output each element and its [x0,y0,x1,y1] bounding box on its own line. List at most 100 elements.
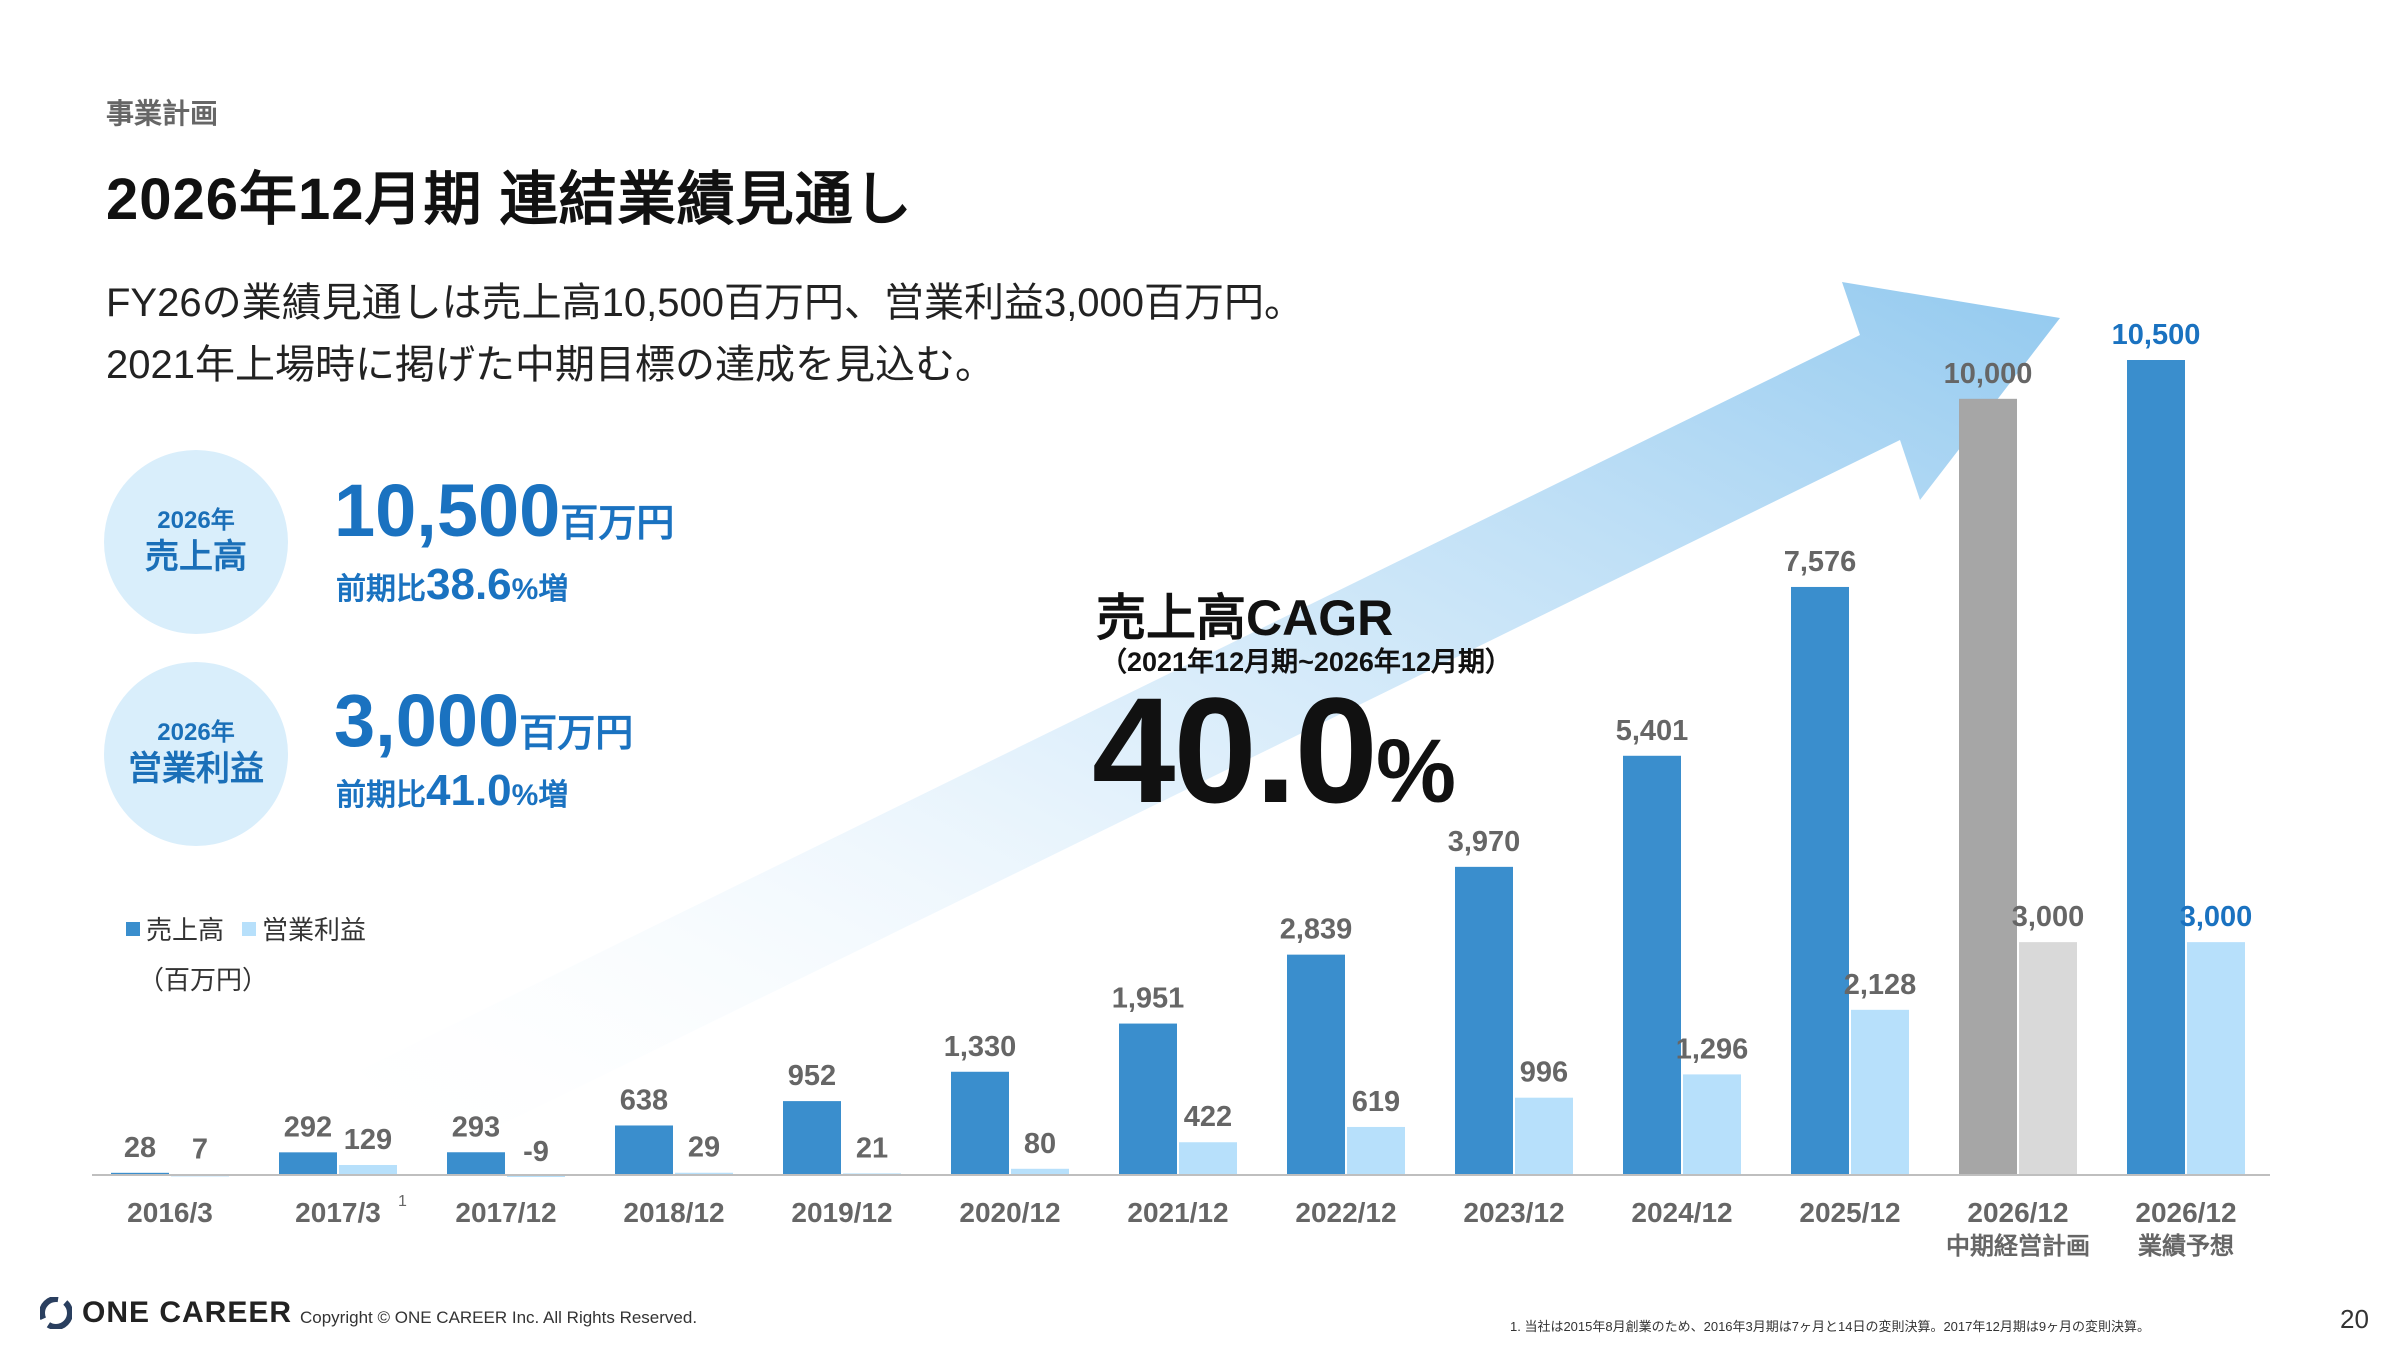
bar-revenue-10 [1791,586,1849,1175]
income-kpi-number: 3,000 [334,679,520,762]
legend-label-revenue: 売上高 [146,915,225,945]
bar-income-5 [1011,1168,1069,1175]
income-kpi-value: 3,000百万円 [334,678,633,763]
chart-unit-label: （百万円） [138,965,269,995]
footnote: 1. 当社は2015年8月創業のため、2016年3月期は7ヶ月と14日の変則決算… [1510,1319,2151,1334]
label-income-8: 996 [1520,1057,1568,1089]
chart-legend: 売上高 営業利益 [126,910,366,947]
lead-text: FY26の業績見通しは売上高10,500百万円、営業利益3,000百万円。 20… [106,272,1304,396]
x-tick-label-3: 2018/12 [623,1197,724,1228]
label-income-4: 21 [856,1132,888,1164]
growth-arrow [360,282,2060,1160]
cagr-number: 40.0 [1092,666,1378,834]
label-income-3: 29 [688,1132,720,1164]
x-tick-label-4: 2019/12 [791,1197,892,1228]
legend-item-revenue: 売上高 [126,910,224,947]
bar-revenue-6 [1119,1023,1177,1175]
x-tick-label-6: 2021/12 [1127,1197,1228,1228]
x-tick-label-11: 2026/12 [1967,1197,2068,1228]
revenue-yoy-value: 38.6 [426,560,512,609]
cagr-unit: % [1375,722,1456,822]
bar-revenue-2 [447,1152,505,1175]
page-number: 20 [2340,1304,2369,1334]
income-kpi-name: 営業利益 [128,750,264,788]
label-income-10: 2,128 [1844,969,1917,1001]
bar-revenue-11 [1959,398,2017,1175]
legend-swatch-revenue [126,921,140,936]
label-income-5: 80 [1024,1128,1056,1160]
bar-income-3 [675,1172,733,1175]
label-revenue-9: 5,401 [1616,715,1689,747]
bar-revenue-4 [783,1101,841,1175]
income-kpi-unit: 百万円 [519,713,634,755]
label-revenue-10: 7,576 [1784,546,1857,578]
page-title: 2026年12月期 連結業績見通し [106,167,913,232]
bar-income-6 [1179,1142,1237,1175]
x-tick-label-11-sub: 中期経営計画 [1946,1232,2090,1260]
bar-income-8 [1515,1097,1573,1175]
label-income-2: -9 [523,1136,549,1168]
label-revenue-0: 28 [124,1132,156,1164]
income-yoy-value: 41.0 [426,766,512,815]
bar-income-11 [2019,942,2077,1175]
label-revenue-4: 952 [788,1060,836,1092]
revenue-kpi-unit: 百万円 [560,503,675,545]
income-kpi-yoy: 前期比41.0%増 [336,766,568,816]
bar-revenue-12 [2127,360,2185,1175]
revenue-yoy-prefix: 前期比 [336,573,426,606]
lead-line-2: 2021年上場時に掲げた中期目標の達成を見込む。 [106,343,995,387]
company-logo: ONE CAREER [40,1296,292,1330]
x-tick-label-5: 2020/12 [959,1197,1060,1228]
revenue-kpi-circle: 2026年 売上高 [104,450,288,634]
bar-income-10 [1851,1009,1909,1175]
income-yoy-prefix: 前期比 [336,779,426,812]
legend-label-income: 営業利益 [262,915,367,945]
label-revenue-12: 10,500 [2112,319,2201,351]
x-tick-label-10: 2025/12 [1799,1197,1900,1228]
label-revenue-8: 3,970 [1448,826,1521,858]
label-income-0: 7 [192,1133,208,1165]
bar-revenue-1 [279,1152,337,1175]
x-tick-footnote-mark: 1 [398,1193,407,1210]
income-kpi-year: 2026年 [157,719,235,746]
label-income-6: 422 [1184,1101,1232,1133]
bar-revenue-3 [615,1125,673,1175]
legend-swatch-income [242,921,257,936]
revenue-kpi-year: 2026年 [157,507,235,534]
bar-income-7 [1347,1126,1405,1175]
legend-item-income: 営業利益 [242,910,366,947]
x-tick-label-9: 2024/12 [1631,1197,1732,1228]
label-revenue-5: 1,330 [944,1031,1017,1063]
bar-revenue-7 [1287,954,1345,1175]
label-revenue-3: 638 [620,1084,668,1116]
label-revenue-7: 2,839 [1280,914,1353,946]
x-tick-label-12: 2026/12 [2135,1197,2236,1228]
revenue-kpi-name: 売上高 [145,538,247,576]
revenue-yoy-suffix: %増 [511,573,569,606]
logo-text: ONE CAREER [82,1296,293,1329]
label-income-9: 1,296 [1676,1033,1749,1065]
bar-revenue-0 [111,1172,169,1175]
label-income-1: 129 [344,1124,392,1156]
lead-line-1: FY26の業績見通しは売上高10,500百万円、営業利益3,000百万円。 [106,281,1305,325]
revenue-kpi-yoy: 前期比38.6%増 [336,560,568,610]
label-revenue-11: 10,000 [1944,358,2033,390]
x-tick-label-8: 2023/12 [1463,1197,1564,1228]
revenue-kpi-number: 10,500 [334,469,561,552]
bar-income-9 [1683,1074,1741,1175]
section-label: 事業計画 [106,98,219,129]
label-revenue-6: 1,951 [1112,983,1185,1015]
bar-revenue-8 [1455,866,1513,1175]
cagr-value: 40.0% [1092,664,1456,837]
bar-revenue-5 [951,1071,1009,1175]
x-tick-label-0: 2016/3 [127,1197,213,1228]
x-tick-label-7: 2022/12 [1295,1197,1396,1228]
label-revenue-2: 293 [452,1111,500,1143]
x-tick-label-2: 2017/12 [455,1197,556,1228]
bar-income-12 [2187,942,2245,1175]
cagr-period: （2021年12月期~2026年12月期） [1100,647,1512,677]
bar-revenue-9 [1623,755,1681,1175]
label-income-11: 3,000 [2012,901,2085,933]
label-revenue-1: 292 [284,1111,332,1143]
